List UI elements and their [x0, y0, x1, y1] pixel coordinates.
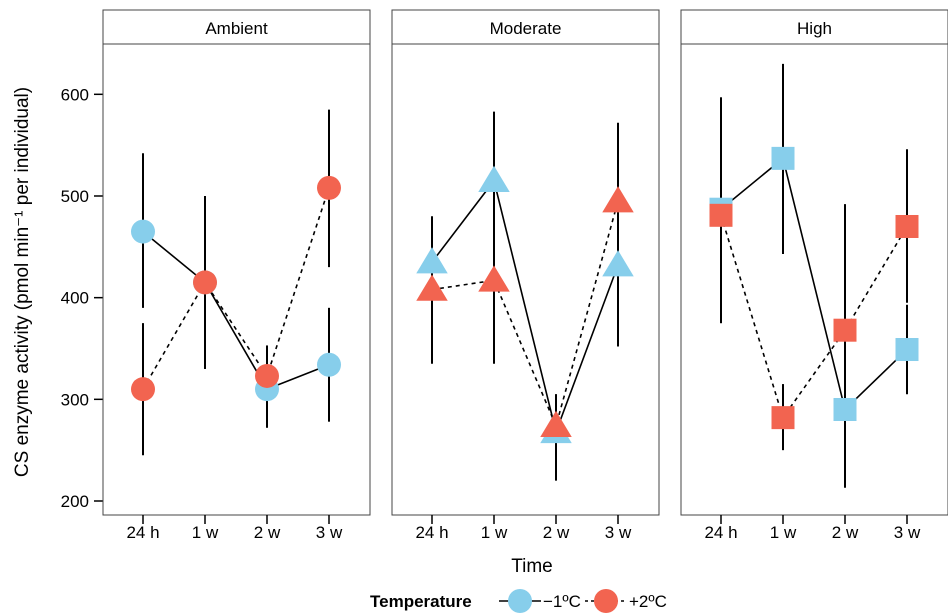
x-axis-label: Time	[511, 556, 553, 577]
data-point	[416, 247, 448, 274]
panels: Ambient 24 h 1 w 2 w 3 w Moderate 24 h 1 w 2 w 3 …	[102, 9, 948, 542]
series-line-1	[431, 200, 619, 429]
panel-moderate: Moderate 24 h 1 w 2 w 3 w	[391, 9, 660, 542]
y-tick-label: 300	[61, 390, 89, 409]
x-tick-label: 1 w	[770, 523, 797, 542]
x-tick-label: 1 w	[192, 523, 219, 542]
legend-marker	[508, 589, 532, 613]
x-tick-label: 2 w	[832, 523, 859, 542]
x-tick-label: 1 w	[481, 523, 508, 542]
data-point	[193, 270, 217, 295]
x-tick-label: 3 w	[316, 523, 343, 542]
series-line-1	[720, 215, 908, 420]
data-point	[833, 397, 857, 421]
legend-marker	[594, 589, 618, 613]
x-tick-label: 24 h	[704, 523, 737, 542]
data-point	[255, 363, 279, 388]
series-line-1	[142, 187, 330, 390]
data-point	[602, 186, 634, 213]
y-tick-label: 200	[61, 492, 89, 511]
x-tick-label: 24 h	[415, 523, 448, 542]
data-point	[131, 377, 155, 402]
data-point	[833, 318, 857, 342]
data-point	[478, 265, 510, 292]
series-line-0	[431, 178, 619, 435]
y-tick-label: 600	[61, 85, 89, 104]
panel-ambient: Ambient 24 h 1 w 2 w 3 w	[102, 9, 371, 542]
data-point	[895, 214, 919, 238]
series-line-0	[142, 230, 330, 391]
data-point	[602, 250, 634, 277]
panel-title: Moderate	[490, 19, 562, 38]
data-point	[478, 165, 510, 192]
panel-frame	[391, 43, 660, 516]
panel-strip	[102, 9, 371, 45]
series-line-0	[720, 156, 908, 412]
data-point	[131, 219, 155, 244]
x-tick-label: 2 w	[543, 523, 570, 542]
y-axis-label: CS enzyme activity (pmol min⁻¹ per indiv…	[12, 87, 33, 477]
y-tick-label: 500	[61, 187, 89, 206]
x-tick-label: 3 w	[605, 523, 632, 542]
data-point	[416, 274, 448, 301]
data-point	[771, 146, 795, 170]
panel-high: High 24 h 1 w 2 w 3 w	[680, 9, 948, 542]
legend-title: Temperature	[370, 592, 472, 611]
panel-title: High	[797, 19, 832, 38]
data-point	[540, 410, 572, 438]
x-tick-label: 3 w	[894, 523, 921, 542]
y-tick-label: 400	[61, 289, 89, 308]
data-point	[709, 203, 733, 227]
x-tick-label: 24 h	[126, 523, 159, 542]
data-point	[317, 352, 341, 377]
panel-title: Ambient	[205, 19, 268, 38]
panel-frame	[680, 43, 948, 516]
data-point	[895, 338, 919, 362]
legend: Temperature −1ºC +2ºC	[370, 589, 667, 613]
x-tick-label: 2 w	[254, 523, 281, 542]
y-axis: 200 300 400 500 600	[61, 85, 103, 511]
legend-label: +2ºC	[629, 592, 667, 611]
panel-frame	[102, 43, 371, 516]
data-point	[317, 175, 341, 200]
data-point	[771, 406, 795, 430]
legend-label: −1ºC	[543, 592, 581, 611]
